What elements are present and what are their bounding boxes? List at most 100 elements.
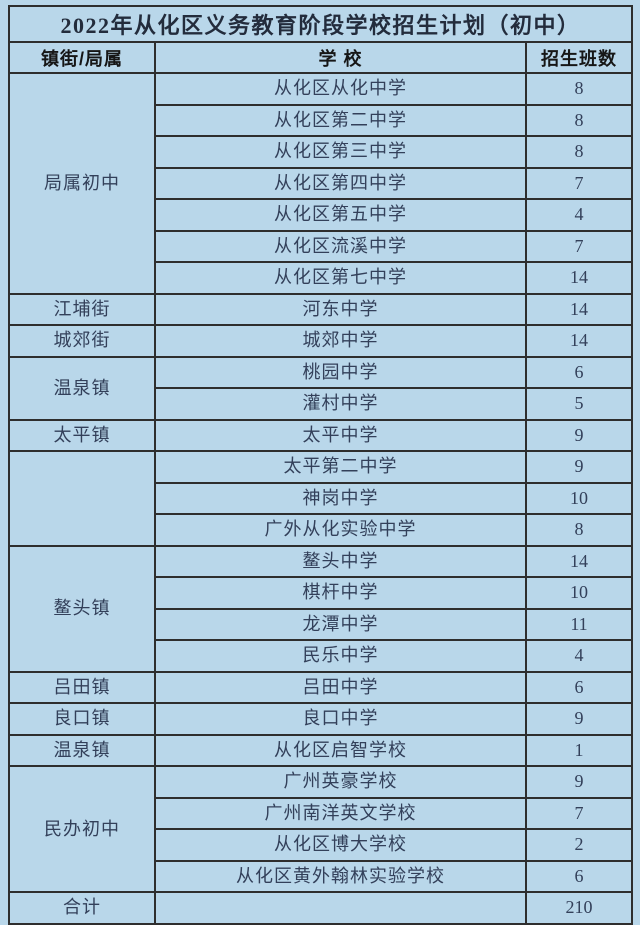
school-cell: 桃园中学 [154,355,527,389]
table-row: 民乐中学 4 [9,639,633,673]
class-count-cell: 9 [525,702,633,736]
class-count-cell: 8 [525,135,633,169]
table-row: 从化区第七中学 14 [9,261,633,295]
district-cell: 太平镇 [8,418,156,452]
school-cell: 龙潭中学 [154,607,527,641]
class-count-cell: 14 [525,292,633,326]
school-cell: 广外从化实验中学 [154,513,527,547]
school-cell: 民乐中学 [154,639,527,673]
class-count-cell: 7 [525,229,633,263]
school-cell: 从化区从化中学 [154,72,527,106]
table-row: 太平镇 太平中学 9 [8,418,633,452]
class-count-cell: 10 [525,481,633,515]
table-row: 民办初中 广州英豪学校 9 [8,765,633,893]
school-cell: 灌村中学 [154,387,527,421]
school-cell: 良口中学 [154,702,527,736]
table-row: 广外从化实验中学 8 [9,513,633,547]
class-count-cell: 8 [525,103,633,137]
class-count-cell: 14 [525,324,633,358]
table-row: 从化区第二中学 8 [9,103,633,137]
total-class-count-cell: 210 [525,891,633,925]
table-row: 温泉镇 桃园中学 6 [8,355,633,421]
table-body: 局属初中 从化区从化中学 8 从化区第二中学 8 从化区第三中学 8 从化区第四中学 7 从化区第… [8,72,633,925]
class-count-cell: 14 [525,261,633,295]
school-cell: 从化区流溪中学 [154,229,527,263]
class-count-cell: 6 [525,859,633,893]
district-cell: 城郊街 [8,324,156,358]
class-count-cell: 14 [525,544,633,578]
table-row: 从化区第五中学 4 [9,198,633,232]
table-row: 神岗中学 10 [9,481,633,515]
district-cell: 江埔街 [8,292,156,326]
table-row: 良口镇 良口中学 9 [8,702,633,736]
table-row: 灌村中学 5 [9,387,633,421]
class-count-cell: 4 [525,198,633,232]
page-background: 2022年从化区义务教育阶段学校招生计划（初中） 镇街/局属 学 校 招生班数 … [8,5,633,925]
class-count-cell: 2 [525,828,633,862]
school-cell: 神岗中学 [154,481,527,515]
class-count-cell: 4 [525,639,633,673]
total-label-cell: 合计 [8,891,156,925]
school-cell: 广州南洋英文学校 [154,796,527,830]
district-cell: 良口镇 [8,702,156,736]
class-count-cell: 10 [525,576,633,610]
class-count-cell: 6 [525,670,633,704]
table-row: 龙潭中学 11 [9,607,633,641]
school-cell: 从化区第七中学 [154,261,527,295]
school-cell: 广州英豪学校 [154,765,527,799]
school-cell [154,891,527,925]
class-count-cell: 1 [525,733,633,767]
district-cell: 温泉镇 [8,355,156,421]
school-cell: 从化区第四中学 [154,166,527,200]
school-cell: 从化区黄外翰林实验学校 [154,859,527,893]
district-cell: 局属初中 [8,72,156,295]
table-row: 从化区第三中学 8 [9,135,633,169]
district-cell [8,450,156,547]
school-cell: 太平第二中学 [154,450,527,484]
class-count-cell: 9 [525,450,633,484]
district-cell: 吕田镇 [8,670,156,704]
header-row: 镇街/局属 学 校 招生班数 [8,41,633,74]
class-count-cell: 9 [525,418,633,452]
class-count-cell: 7 [525,796,633,830]
table-row: 广州南洋英文学校 7 [9,796,633,830]
column-header-district: 镇街/局属 [8,41,156,74]
class-count-cell: 7 [525,166,633,200]
school-cell: 从化区第五中学 [154,198,527,232]
school-cell: 城郊中学 [154,324,527,358]
table-row: 吕田镇 吕田中学 6 [8,670,633,704]
title-row: 2022年从化区义务教育阶段学校招生计划（初中） [8,5,633,43]
school-cell: 从化区第三中学 [154,135,527,169]
district-cell: 鳌头镇 [8,544,156,673]
table-row: 江埔街 河东中学 14 [8,292,633,326]
class-count-cell: 8 [525,513,633,547]
district-cell: 民办初中 [8,765,156,893]
school-cell: 鳌头中学 [154,544,527,578]
table-row: 城郊街 城郊中学 14 [8,324,633,358]
class-count-cell: 5 [525,387,633,421]
enrollment-plan-table: 2022年从化区义务教育阶段学校招生计划（初中） 镇街/局属 学 校 招生班数 … [8,5,633,925]
class-count-cell: 8 [525,72,633,106]
total-row: 合计 210 [8,891,633,925]
district-cell: 温泉镇 [8,733,156,767]
table-row: 太平第二中学 9 [8,450,633,547]
class-count-cell: 6 [525,355,633,389]
table-row: 鳌头镇 鳌头中学 14 [8,544,633,673]
table-row: 棋杆中学 10 [9,576,633,610]
school-cell: 棋杆中学 [154,576,527,610]
school-cell: 河东中学 [154,292,527,326]
column-header-school: 学 校 [154,41,527,74]
school-cell: 从化区第二中学 [154,103,527,137]
school-cell: 从化区启智学校 [154,733,527,767]
class-count-cell: 9 [525,765,633,799]
table-row: 从化区流溪中学 7 [9,229,633,263]
table-row: 从化区第四中学 7 [9,166,633,200]
table-row: 温泉镇 从化区启智学校 1 [8,733,633,767]
school-cell: 吕田中学 [154,670,527,704]
school-cell: 太平中学 [154,418,527,452]
column-header-class-count: 招生班数 [525,41,633,74]
class-count-cell: 11 [525,607,633,641]
school-cell: 从化区博大学校 [154,828,527,862]
table-title: 2022年从化区义务教育阶段学校招生计划（初中） [8,5,633,43]
table-row: 局属初中 从化区从化中学 8 [8,72,633,295]
